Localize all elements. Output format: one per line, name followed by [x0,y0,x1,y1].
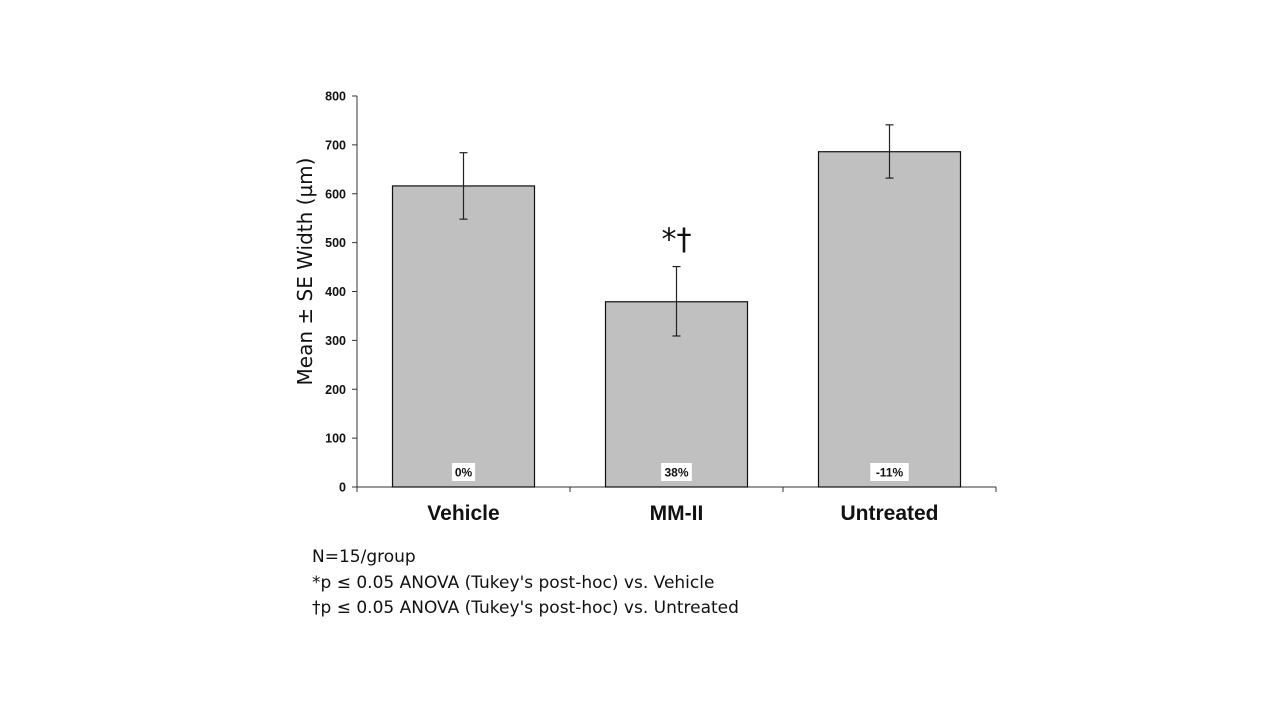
y-tick-label: 200 [325,383,346,397]
y-tick-label: 300 [325,334,346,348]
bar-untreated [817,151,962,488]
y-axis-label: Mean ± SE Width (µm) [293,158,317,386]
category-label: Vehicle [427,502,499,525]
y-tick-label: 400 [325,285,346,299]
bar-percent-label: 38% [664,466,688,480]
bar-label-box [661,463,692,481]
bar-label-box [451,463,476,481]
bar-percent-label: -11% [876,466,904,480]
category-label: Untreated [840,502,938,525]
significance-marker: *† [662,223,692,258]
footnote-vs-untreated: †p ≤ 0.05 ANOVA (Tukey's post-hoc) vs. U… [312,598,739,618]
category-label: MM-II [650,502,704,525]
chart-footnotes: N=15/group *p ≤ 0.05 ANOVA (Tukey's post… [312,545,739,622]
y-tick-label: 700 [325,138,346,152]
y-tick-label: 0 [339,481,346,495]
bar-labels: Vehicle 0% MM-II 38% Untreated -11% *† [427,223,938,525]
bar-label-box [870,463,909,481]
axes: 0 100 200 300 400 500 600 700 800 [325,90,997,495]
footnote-sample-size: N=15/group [312,547,416,567]
y-tick-label: 600 [325,187,346,201]
footnote-vs-vehicle: *p ≤ 0.05 ANOVA (Tukey's post-hoc) vs. V… [312,572,715,593]
error-bars [459,124,894,337]
bar-vehicle [391,185,536,488]
y-tick-label: 500 [325,236,346,250]
bars [391,151,962,488]
bar-percent-label: 0% [455,466,473,480]
y-tick-label: 100 [325,432,346,446]
y-tick-label: 800 [325,90,346,104]
